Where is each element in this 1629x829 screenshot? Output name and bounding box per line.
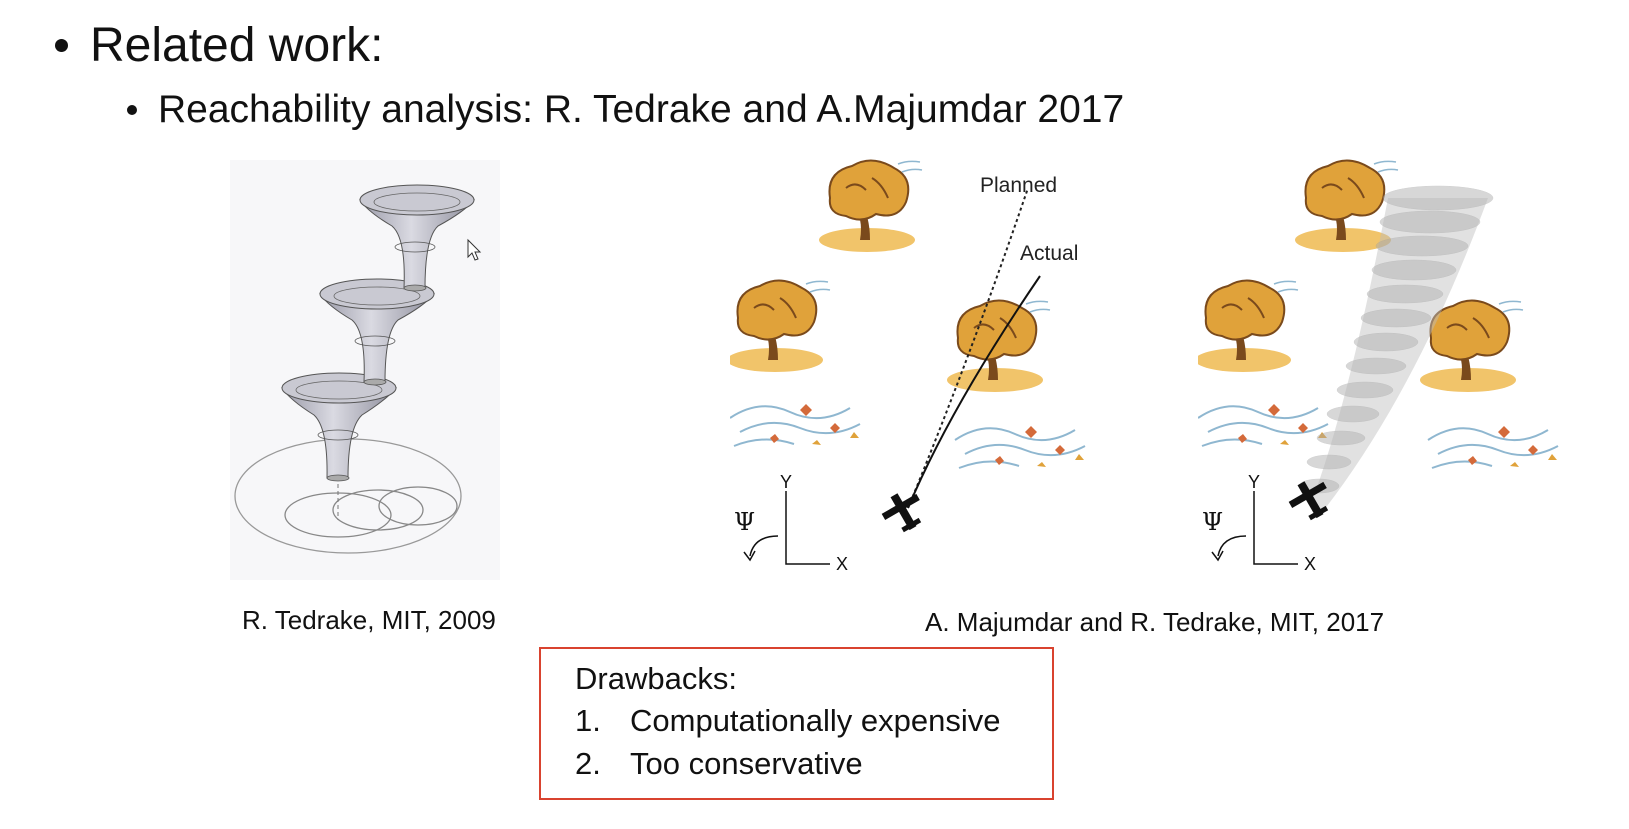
- tree-icon: [946, 299, 1051, 393]
- drawback-item: 1. Computationally expensive: [575, 703, 1001, 739]
- actual-label: Actual: [1020, 242, 1078, 265]
- tree-icon: [730, 279, 831, 373]
- wind-gust-icon: [954, 425, 1086, 469]
- tree-icon: [1198, 279, 1299, 373]
- funnel-top: [359, 184, 476, 292]
- region-ellipse: [332, 489, 424, 531]
- svg-text:Y: Y: [780, 472, 792, 492]
- svg-text:Ψ: Ψ: [734, 508, 755, 536]
- airplane-icon: [1288, 481, 1329, 521]
- right-figure-caption: A. Majumdar and R. Tedrake, MIT, 2017: [925, 607, 1385, 637]
- actual-path: [907, 275, 1041, 509]
- wind-gust-icon: [730, 403, 861, 447]
- drawback-text: Too conservative: [630, 746, 863, 781]
- bullet-text-level1: Related work:: [90, 19, 384, 72]
- left-figure-caption: R. Tedrake, MIT, 2009: [242, 605, 496, 635]
- planned-label: Planned: [980, 174, 1057, 197]
- drawbacks-title: Drawbacks:: [575, 661, 737, 696]
- drawback-number: 1.: [575, 703, 601, 738]
- axes-icon: Y X Ψ: [734, 472, 848, 574]
- drawback-number: 2.: [575, 746, 601, 781]
- bullet-reachability: Reachability analysis: R. Tedrake and A.…: [127, 88, 1124, 132]
- drawback-item: 2. Too conservative: [575, 746, 863, 782]
- wind-gust-icon: [1427, 425, 1559, 469]
- drawbacks-box: Drawbacks: 1. Computationally expensive …: [539, 647, 1054, 800]
- region-ellipse: [378, 486, 458, 526]
- bullet-dot: [127, 105, 137, 115]
- svg-text:Y: Y: [1248, 472, 1260, 492]
- tree-icon: [818, 159, 923, 253]
- reachable-funnel: [1298, 185, 1494, 510]
- bullet-related-work: Related work:: [55, 18, 383, 73]
- mouse-cursor-icon: [467, 238, 482, 261]
- airplane-icon: [881, 493, 922, 533]
- funnel-figure: [230, 160, 500, 580]
- svg-text:Ψ: Ψ: [1202, 508, 1223, 536]
- bullet-text-level2: Reachability analysis: R. Tedrake and A.…: [158, 88, 1125, 131]
- drawback-text: Computationally expensive: [630, 703, 1001, 738]
- planned-path: [907, 187, 1029, 509]
- axes-icon: Y X Ψ: [1202, 472, 1316, 574]
- trajectory-figure: Planned Actual Y X Ψ: [730, 159, 1086, 574]
- bullet-dot: [55, 39, 68, 52]
- funnel-trajectory-figure: Y X Ψ: [1198, 159, 1559, 574]
- wind-gust-icon: [1198, 403, 1329, 447]
- svg-text:X: X: [836, 554, 848, 574]
- svg-text:X: X: [1304, 554, 1316, 574]
